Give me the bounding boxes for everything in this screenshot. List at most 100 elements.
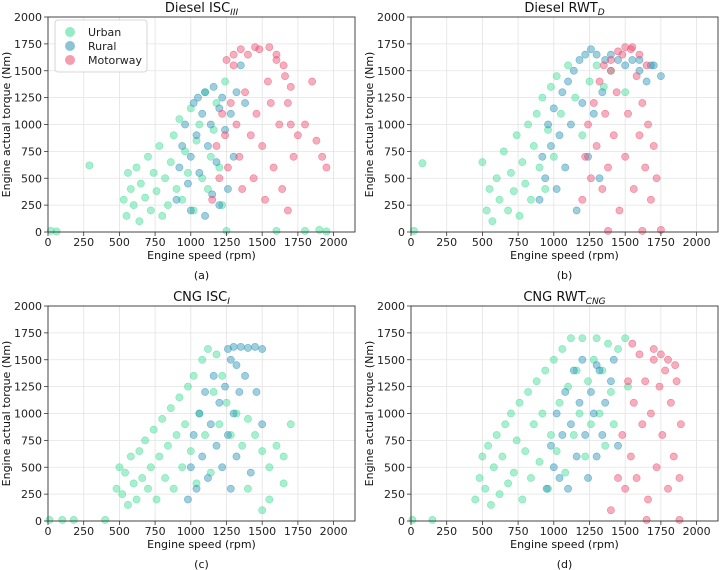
x-tick-label: 1500 <box>611 236 639 249</box>
scatter-point-motorway <box>649 355 658 364</box>
x-tick-label: 1500 <box>248 236 276 249</box>
x-tick-label: 250 <box>73 525 94 538</box>
scatter-point-urban <box>578 334 587 343</box>
scatter-point-motorway <box>642 61 651 70</box>
scatter-point-urban <box>488 217 497 226</box>
x-tick-label: 250 <box>436 525 457 538</box>
scatter-point-motorway <box>308 77 317 86</box>
scatter-point-urban <box>52 227 61 236</box>
x-tick-label: 0 <box>45 236 52 249</box>
scatter-point-urban <box>184 382 192 391</box>
scatter-point-motorway <box>626 45 635 54</box>
scatter-point-urban <box>286 420 295 429</box>
scatter-point-urban <box>489 463 498 472</box>
scatter-point-motorway <box>251 43 259 51</box>
y-tick-label: 250 <box>21 199 42 212</box>
scatter-point-motorway <box>607 506 615 515</box>
scatter-marks-c <box>45 342 295 524</box>
scatter-point-motorway <box>658 431 667 439</box>
ticks-c: 0 250 500 750 1000 1250 1500 1750 2000 0 250 500 750… <box>14 300 348 538</box>
scatter-point-urban <box>549 355 558 364</box>
scatter-point-rural <box>201 388 209 396</box>
panel-label-b: (b) <box>557 269 573 282</box>
scatter-point-rural <box>569 366 578 375</box>
scatter-point-motorway <box>281 72 289 81</box>
y-axis-label-b: Engine actual torque (Nm) <box>363 52 376 198</box>
scatter-point-rural <box>547 142 555 150</box>
scatter-point-urban <box>555 398 564 407</box>
scatter-point-motorway <box>661 366 670 375</box>
x-tick-label: 750 <box>145 525 166 538</box>
scatter-point-motorway <box>584 120 592 129</box>
scatter-point-urban <box>595 409 604 418</box>
scatter-point-motorway <box>587 174 595 183</box>
scatter-point-motorway <box>232 120 241 129</box>
scatter-point-motorway <box>621 484 630 493</box>
scatter-point-urban <box>132 163 141 172</box>
scatter-point-rural <box>232 361 241 370</box>
x-tick-label: 1250 <box>575 236 603 249</box>
scatter-point-urban <box>547 431 555 439</box>
y-tick-label: 1500 <box>377 354 405 367</box>
scatter-point-motorway <box>652 174 661 183</box>
scatter-point-motorway <box>641 377 650 386</box>
scatter-point-urban <box>279 479 288 488</box>
scatter-point-motorway <box>208 195 217 204</box>
legend-marker-urban <box>65 27 75 37</box>
x-tick-label: 1750 <box>647 236 675 249</box>
title-a-sub: III <box>230 8 238 18</box>
x-tick-label: 1000 <box>177 525 205 538</box>
x-tick-label: 750 <box>145 236 166 249</box>
x-axis-label-b: Engine speed (rpm) <box>510 249 619 262</box>
scatter-point-motorway <box>624 377 632 386</box>
scatter-point-urban <box>492 174 501 183</box>
scatter-point-urban <box>124 168 132 177</box>
title-a: Diesel ISCIII <box>165 1 239 18</box>
scatter-point-rural <box>628 56 637 64</box>
scatter-point-motorway <box>618 50 627 59</box>
x-axis-label-d: Engine speed (rpm) <box>510 538 619 551</box>
scatter-point-urban <box>192 479 201 488</box>
scatter-point-urban <box>135 217 144 226</box>
scatter-point-motorway <box>666 398 675 407</box>
scatter-point-urban <box>541 366 550 375</box>
scatter-point-urban <box>512 131 521 140</box>
panel-label-c: (c) <box>194 558 209 570</box>
scatter-point-motorway <box>238 185 247 193</box>
scatter-point-motorway <box>235 152 244 161</box>
scatter-point-urban <box>557 109 565 118</box>
y-tick-label: 2000 <box>377 300 405 313</box>
scatter-point-urban <box>161 474 169 482</box>
scatter-point-urban <box>209 388 218 396</box>
scatter-point-urban <box>564 61 572 70</box>
scatter-point-urban <box>581 452 590 461</box>
panel-b: 0 250 500 750 1000 1250 1500 1750 2000 0 250 500 750… <box>363 1 719 282</box>
scatter-point-motorway <box>249 174 258 183</box>
scatter-point-rural <box>251 342 259 351</box>
scatter-point-rural <box>229 342 238 351</box>
scatter-point-urban <box>552 447 561 456</box>
scatter-point-urban <box>585 77 594 86</box>
scatter-point-motorway <box>676 420 685 429</box>
scatter-point-motorway <box>612 88 621 97</box>
scatter-point-motorway <box>279 61 288 70</box>
scatter-point-motorway <box>244 50 252 59</box>
scatter-point-urban <box>538 93 547 102</box>
x-tick-label: 0 <box>408 236 415 249</box>
scatter-point-urban <box>218 371 227 380</box>
scatter-point-urban <box>172 431 181 439</box>
scatter-point-motorway <box>226 99 235 107</box>
scatter-point-rural <box>224 345 232 353</box>
title-d-sub: CNG <box>586 297 606 307</box>
scatter-point-urban <box>527 474 535 482</box>
scatter-point-urban <box>244 484 252 493</box>
scatter-point-urban <box>118 490 127 499</box>
scatter-point-rural <box>592 50 601 59</box>
scatter-point-rural <box>567 120 575 129</box>
scatter-point-rural <box>581 431 590 439</box>
scatter-point-urban <box>166 404 175 413</box>
scatter-point-urban <box>408 516 417 524</box>
scatter-point-motorway <box>649 345 658 353</box>
scatter-point-rural <box>184 495 192 504</box>
scatter-point-urban <box>138 474 147 482</box>
